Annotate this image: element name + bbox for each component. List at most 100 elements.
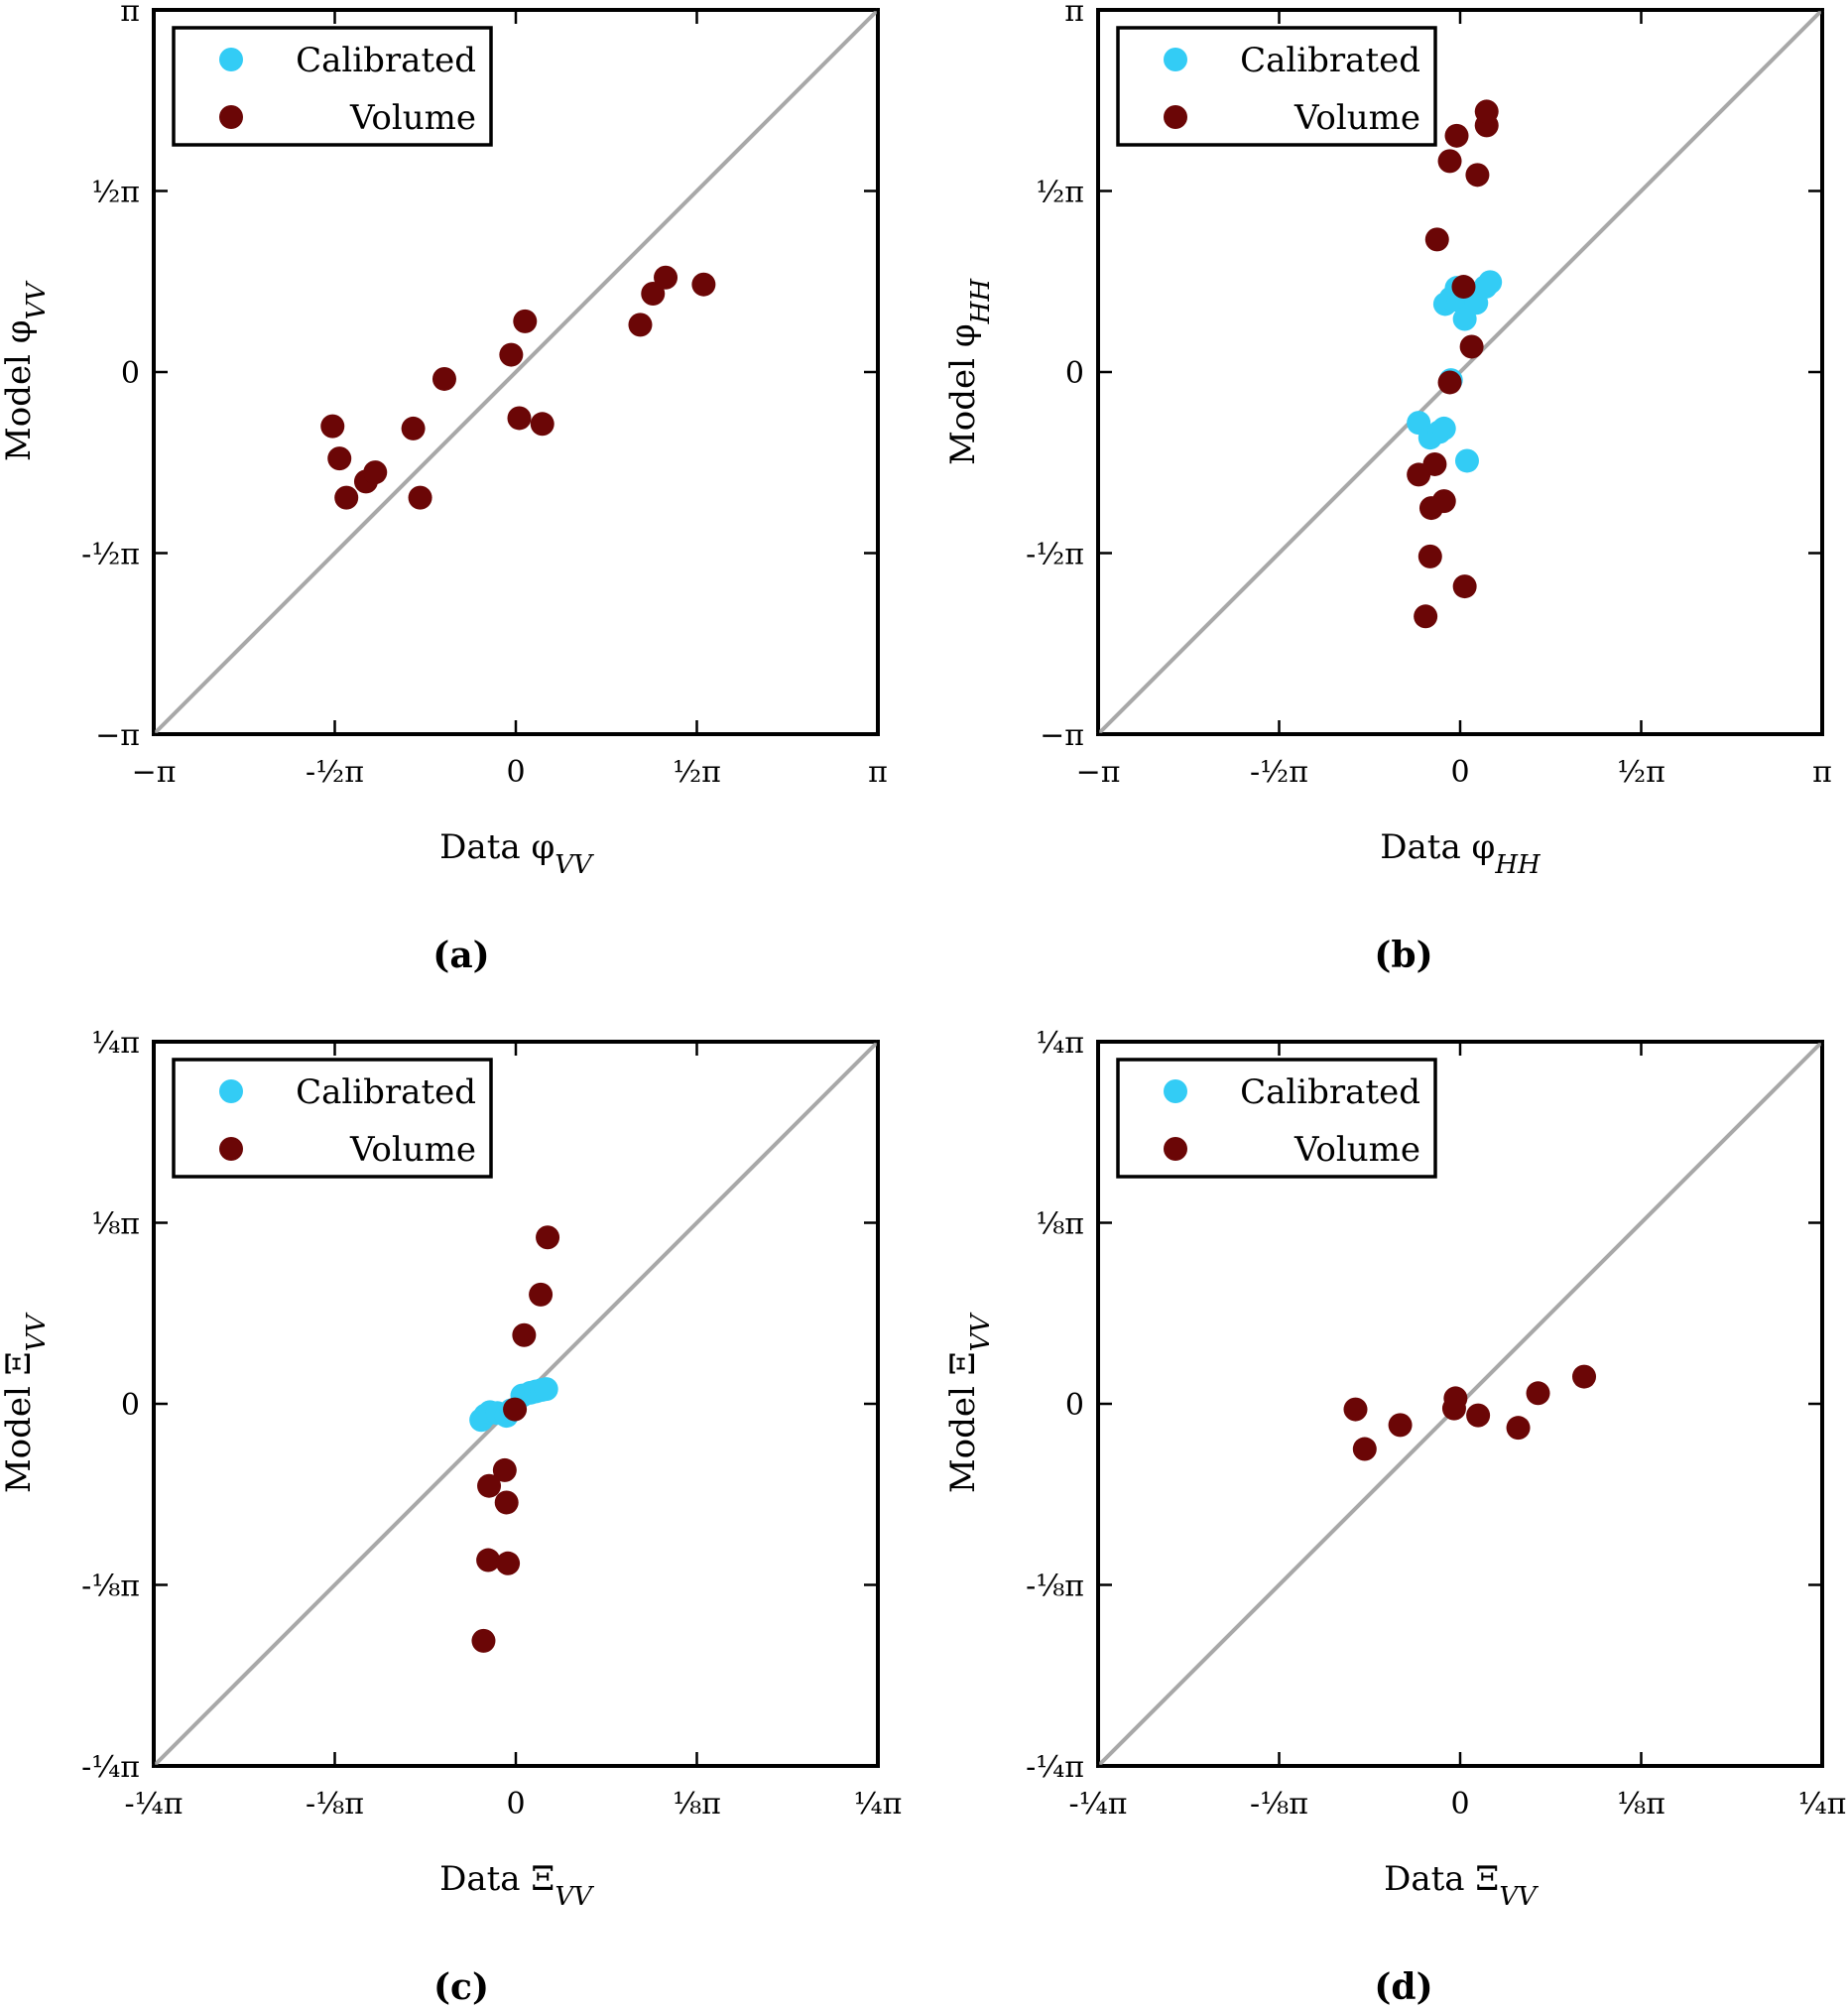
y-axis-label: Model ΞVV — [0, 1313, 52, 1494]
y-tick-label: ½π — [91, 176, 140, 210]
data-point — [534, 1377, 558, 1402]
series-volume — [1343, 1364, 1597, 1461]
data-point — [503, 1397, 528, 1422]
legend-marker-volume — [1164, 1137, 1187, 1161]
data-point — [1478, 270, 1503, 295]
y-tick-label: 0 — [121, 1388, 140, 1423]
data-point — [363, 460, 388, 485]
y-tick-label: ⅛π — [91, 1207, 140, 1242]
legend-label-calibrated: Calibrated — [296, 41, 476, 80]
data-point — [408, 485, 432, 510]
legend-label-volume: Volume — [349, 98, 476, 138]
data-point — [1414, 604, 1438, 629]
y-tick-label: ¼π — [1036, 1026, 1084, 1061]
panel-caption: (d) — [1374, 1966, 1432, 2008]
y-tick-label: π — [1064, 0, 1084, 29]
x-tick-label: ⅛π — [673, 1787, 721, 1822]
data-point — [1431, 489, 1456, 514]
data-point — [499, 342, 524, 367]
data-point — [320, 414, 345, 439]
y-tick-label: π — [120, 0, 140, 29]
legend-marker-calibrated — [1164, 1079, 1187, 1103]
x-tick-label: −π — [132, 755, 177, 790]
data-point — [1422, 451, 1447, 476]
legend-box — [1116, 26, 1437, 147]
data-point — [1454, 448, 1479, 473]
x-tick-label: ¼π — [854, 1787, 903, 1822]
data-point — [1572, 1364, 1597, 1389]
x-axis-label: Data ΞVV — [1384, 1859, 1539, 1912]
data-point — [512, 1322, 537, 1347]
series-calibrated — [469, 1377, 558, 1433]
y-tick-label: -⅛π — [1026, 1570, 1084, 1604]
legend-marker-calibrated — [219, 48, 243, 71]
x-tick-label: π — [868, 755, 888, 790]
data-point — [1424, 227, 1449, 252]
y-axis-label: Model φHH — [943, 278, 996, 465]
y-tick-label: −π — [1040, 718, 1084, 753]
x-tick-label: ½π — [673, 755, 721, 790]
x-tick-label: 0 — [506, 755, 525, 790]
reference-line — [1096, 8, 1824, 736]
x-tick-label: 0 — [1450, 755, 1469, 790]
data-point — [1444, 123, 1469, 148]
data-point — [1388, 1413, 1413, 1438]
y-tick-label: -½π — [1026, 538, 1084, 572]
data-point — [1465, 163, 1490, 188]
data-point — [477, 1473, 502, 1498]
data-point — [1431, 416, 1456, 440]
y-tick-label: ½π — [1036, 176, 1084, 210]
y-tick-label: -½π — [81, 538, 140, 572]
legend-label-volume: Volume — [1294, 1130, 1420, 1170]
series-volume — [471, 1225, 560, 1653]
data-point — [536, 1225, 560, 1250]
data-point — [641, 281, 666, 306]
data-point — [327, 446, 352, 471]
y-tick-label: 0 — [121, 356, 140, 391]
x-axis-label: Data ΞVV — [439, 1859, 594, 1912]
x-tick-label: -⅛π — [1250, 1787, 1308, 1822]
data-point — [496, 1551, 521, 1575]
data-point — [401, 416, 426, 440]
y-tick-label: ¼π — [91, 1026, 140, 1061]
data-point — [1343, 1397, 1368, 1422]
data-point — [1466, 1403, 1491, 1428]
y-axis-label: Model ΞVV — [943, 1313, 996, 1494]
legend-marker-volume — [219, 1137, 243, 1161]
data-point — [529, 1282, 554, 1307]
data-point — [1451, 275, 1476, 300]
data-point — [1437, 149, 1462, 174]
panel-caption: (b) — [1374, 935, 1432, 976]
y-tick-label: −π — [95, 718, 140, 753]
chart-panel-c: -¼π-¼π -⅛π -⅛π 0 0 ⅛π ⅛π ¼π ¼π Data ΞVV Model ΞVV C… — [0, 1026, 902, 2008]
legend-label-calibrated: Calibrated — [1240, 41, 1420, 80]
series-volume — [320, 265, 716, 510]
x-tick-label: -½π — [1250, 755, 1308, 790]
data-point — [1437, 370, 1462, 395]
data-point — [431, 366, 456, 391]
legend-marker-calibrated — [1164, 48, 1187, 71]
data-point — [1474, 99, 1499, 124]
x-tick-label: -¼π — [1069, 1787, 1128, 1822]
data-point — [654, 265, 678, 290]
panel-caption: (a) — [432, 935, 489, 976]
x-tick-label: −π — [1076, 755, 1121, 790]
legend-marker-calibrated — [219, 1079, 243, 1103]
legend-label-calibrated: Calibrated — [296, 1072, 476, 1112]
data-point — [1506, 1416, 1531, 1441]
x-axis-label: Data φVV — [439, 827, 594, 880]
x-tick-label: -½π — [306, 755, 364, 790]
data-point — [494, 1490, 519, 1515]
x-tick-label: ⅛π — [1617, 1787, 1665, 1822]
chart-panel-a: −π−π -½π -½π 0 0 ½π ½π π π Data φVV Model φVV Calib… — [0, 0, 888, 976]
series-volume — [1407, 99, 1499, 629]
chart-panel-b: −π−π -½π -½π 0 0 ½π ½π π π Data φHH Model φHH Calib… — [943, 0, 1832, 976]
x-axis-label: Data φHH — [1380, 827, 1541, 880]
data-point — [492, 1457, 517, 1482]
x-tick-label: -⅛π — [306, 1787, 364, 1822]
x-tick-label: 0 — [506, 1787, 525, 1822]
y-tick-label: -¼π — [81, 1750, 140, 1785]
chart-panel-d: -¼π-¼π -⅛π -⅛π 0 0 ⅛π ⅛π ¼π ¼π Data ΞVV Model ΞVV C… — [943, 1026, 1846, 2008]
y-tick-label: -⅛π — [81, 1570, 140, 1604]
